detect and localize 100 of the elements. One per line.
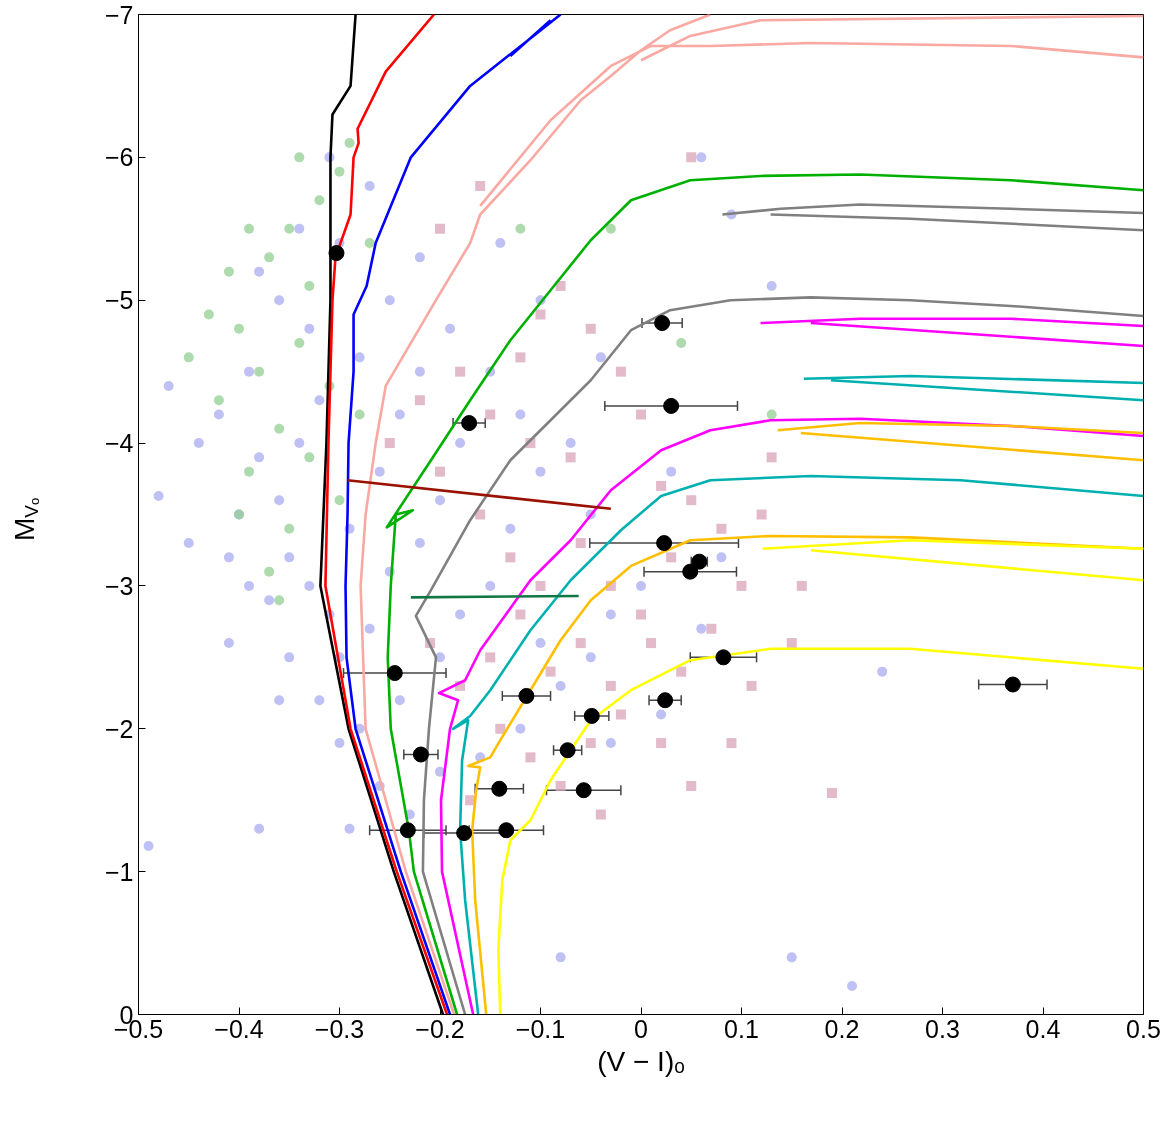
point — [756, 509, 767, 520]
point — [686, 152, 697, 163]
point — [328, 245, 345, 262]
point — [706, 623, 717, 634]
point — [796, 580, 807, 591]
point — [455, 366, 466, 377]
point — [676, 338, 687, 349]
point — [213, 395, 224, 406]
point — [663, 397, 680, 414]
point — [535, 580, 546, 591]
point — [826, 788, 837, 799]
point — [498, 822, 515, 839]
x-axis-title: (V − I)ₒ — [597, 1045, 685, 1077]
point — [716, 523, 727, 534]
point — [515, 352, 526, 363]
point — [555, 280, 566, 291]
x-tick-label: −0.3 — [314, 1014, 365, 1043]
point — [518, 687, 535, 704]
x-tick-label: −0.2 — [415, 1014, 465, 1043]
point — [585, 323, 596, 334]
point — [575, 782, 592, 799]
point — [475, 180, 486, 191]
point — [686, 780, 697, 791]
point — [344, 138, 355, 149]
point — [656, 480, 667, 491]
x-tick-label: 0.3 — [925, 1014, 960, 1043]
point — [485, 409, 496, 420]
point — [435, 466, 445, 477]
point — [475, 509, 486, 520]
point — [254, 366, 265, 377]
point — [456, 825, 473, 842]
point — [565, 452, 576, 463]
point — [264, 566, 275, 577]
point — [386, 665, 403, 682]
x-tick-label: 0.1 — [724, 1014, 759, 1043]
point — [605, 223, 616, 234]
y-tick-label: −1 — [105, 857, 134, 886]
point — [274, 595, 285, 606]
point — [354, 409, 365, 420]
point — [234, 323, 244, 334]
point — [284, 223, 295, 234]
point — [1004, 676, 1021, 693]
point — [786, 638, 797, 649]
point — [304, 452, 315, 463]
y-tick-label: −6 — [105, 143, 134, 172]
point — [284, 523, 295, 534]
point — [515, 223, 526, 234]
x-tick-label: −0.4 — [214, 1014, 264, 1043]
point — [334, 495, 345, 506]
point — [412, 746, 429, 763]
point — [461, 415, 478, 432]
point — [399, 822, 416, 839]
x-tick-label: 0.2 — [824, 1014, 860, 1043]
point — [605, 680, 616, 691]
point — [766, 409, 777, 420]
point — [294, 338, 305, 349]
point — [244, 466, 255, 477]
x-tick-label: 0.4 — [1025, 1014, 1061, 1043]
point — [595, 809, 606, 820]
point — [682, 563, 699, 580]
point — [525, 752, 536, 763]
point — [384, 438, 395, 449]
point — [535, 309, 546, 320]
point — [414, 395, 425, 406]
point — [583, 707, 600, 724]
point — [294, 152, 305, 163]
y-tick-label: −4 — [105, 429, 134, 458]
point — [334, 166, 345, 177]
point — [766, 452, 777, 463]
point — [575, 538, 586, 549]
point — [491, 780, 508, 797]
point — [636, 609, 646, 620]
point — [485, 652, 496, 663]
point — [515, 609, 526, 620]
y-tick-label: −5 — [105, 286, 134, 315]
point — [686, 495, 697, 506]
point — [746, 680, 757, 691]
point — [676, 666, 687, 677]
point — [314, 195, 325, 206]
point — [203, 309, 214, 320]
point — [666, 552, 677, 563]
point — [545, 666, 556, 677]
point — [274, 423, 285, 434]
point — [657, 692, 674, 709]
point — [615, 366, 626, 377]
point — [505, 552, 516, 563]
y-tick-label: −2 — [105, 714, 134, 743]
point — [244, 223, 255, 234]
point — [264, 252, 275, 263]
point — [555, 780, 566, 791]
point — [304, 280, 315, 291]
point — [435, 223, 445, 234]
x-tick-label: 0.5 — [1126, 1014, 1161, 1043]
point — [636, 409, 646, 420]
point — [183, 352, 194, 363]
point — [715, 649, 732, 666]
x-tick-label: −0.1 — [515, 1014, 566, 1043]
point — [615, 709, 626, 720]
point — [495, 723, 506, 734]
point — [656, 535, 673, 552]
